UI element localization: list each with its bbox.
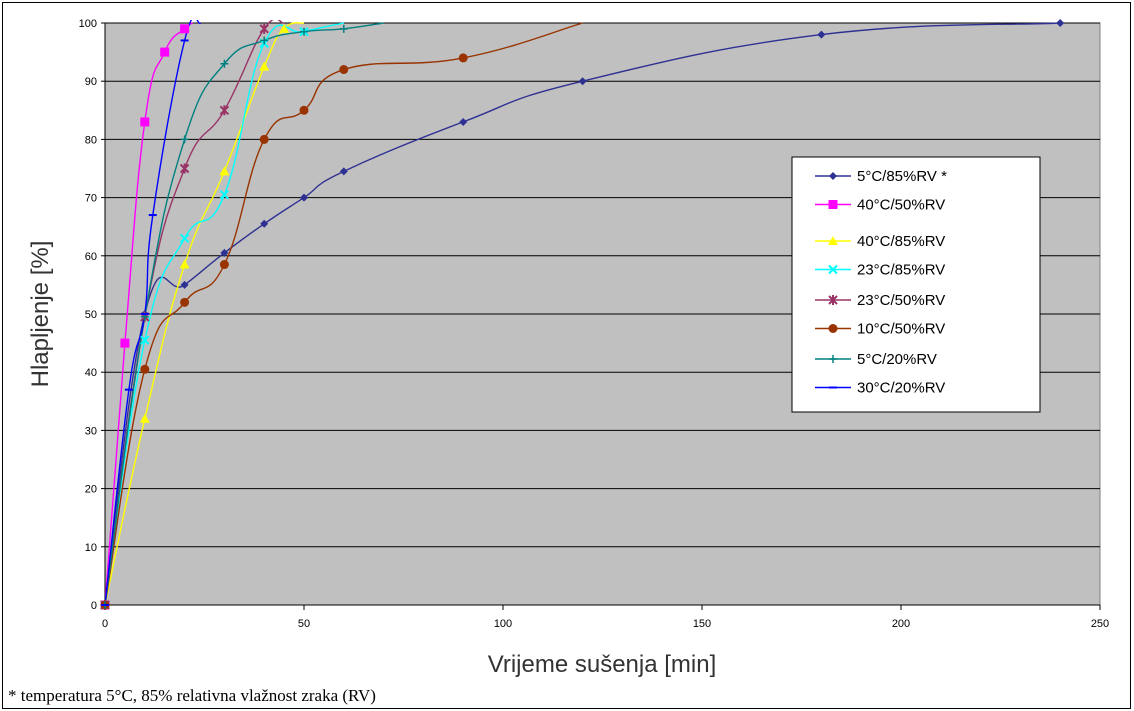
legend-label: 40°C/50%RV: [857, 197, 945, 214]
x-tick-label: 100: [494, 618, 512, 630]
data-point: [817, 30, 826, 39]
data-point: [180, 135, 189, 144]
legend-label: 30°C/20%RV: [857, 380, 945, 397]
x-axis-title: Vrijeme sušenja [min]: [488, 651, 717, 678]
y-tick-label: 40: [85, 367, 97, 379]
axes: 0 10 20 30 40 50 60 70 80 90 100 0 50 100 150 200 250: [79, 18, 1110, 630]
legend-label: 23°C/50%RV: [857, 292, 945, 309]
legend-label: 40°C/85%RV: [857, 233, 945, 250]
data-point: [279, 23, 290, 33]
legend-label: 10°C/50%RV: [857, 321, 945, 338]
legend-box: [791, 156, 1041, 413]
legend-marker: [828, 295, 838, 305]
y-tick-label: 70: [85, 193, 97, 205]
data-point: [219, 189, 230, 200]
data-point: [339, 24, 348, 33]
x-tick-label: 50: [298, 618, 310, 630]
data-point: [179, 233, 190, 244]
legend-label: 5°C/20%RV: [857, 351, 937, 368]
x-tick-label: 0: [102, 618, 108, 630]
y-tick-label: 0: [91, 600, 97, 612]
y-tick-label: 50: [85, 309, 97, 321]
data-point: [578, 77, 587, 86]
data-point: [300, 193, 308, 202]
data-point: [219, 260, 229, 270]
data-point: [259, 134, 269, 144]
data-point: [220, 59, 229, 68]
data-point: [140, 335, 150, 345]
legend-marker: [828, 236, 838, 245]
data-point: [259, 61, 270, 71]
legend-marker: [829, 172, 837, 180]
data-point: [139, 413, 150, 423]
data-point: [458, 53, 468, 63]
data-point: [140, 117, 150, 127]
data-point: [260, 36, 269, 45]
legend-marker: [828, 264, 838, 275]
legend: 5°C/85%RV * 40°C/50%RV 40°C/85%RV 23°C/85%R…: [791, 156, 1041, 413]
data-point: [180, 297, 190, 307]
y-tick-label: 30: [85, 425, 97, 437]
y-tick-label: 90: [85, 76, 97, 88]
data-point: [219, 105, 230, 116]
y-tick-label: 10: [85, 542, 97, 554]
x-tick-label: 250: [1091, 618, 1109, 630]
y-tick-label: 80: [85, 134, 97, 146]
legend-marker: [828, 324, 838, 333]
series-line: [105, 22, 344, 606]
data-point: [180, 24, 190, 34]
data-point: [140, 364, 150, 374]
data-point: [339, 167, 348, 176]
data-point: [300, 27, 308, 36]
data-point: [120, 338, 130, 348]
footnote: * temperatura 5°C, 85% relativna vlažnos…: [8, 686, 376, 705]
series-line: [105, 22, 305, 606]
data-point: [260, 219, 269, 228]
marker-layer: [100, 19, 1065, 610]
data-point: [299, 105, 309, 115]
legend-marker: [829, 355, 837, 363]
series-line: [105, 22, 1061, 606]
data-point: [259, 23, 269, 34]
y-tick-label: 20: [85, 484, 97, 496]
data-point: [459, 117, 468, 126]
x-tick-label: 150: [693, 618, 711, 630]
y-axis-title: Hlapljenje [%]: [27, 241, 54, 388]
legend-marker: [828, 200, 838, 209]
data-point: [1056, 19, 1065, 27]
data-point: [160, 47, 170, 57]
y-tick-label: 100: [79, 18, 97, 30]
data-point: [339, 65, 349, 75]
data-point: [179, 259, 190, 269]
data-point: [179, 163, 190, 174]
y-tick-label: 60: [85, 251, 97, 263]
legend-label: 23°C/85%RV: [857, 262, 945, 279]
series-line: [105, 22, 384, 606]
legend-label: 5°C/85%RV *: [857, 168, 947, 185]
data-point: [219, 166, 230, 176]
data-point: [180, 280, 189, 289]
x-tick-label: 200: [892, 618, 910, 630]
data-point: [220, 248, 229, 257]
